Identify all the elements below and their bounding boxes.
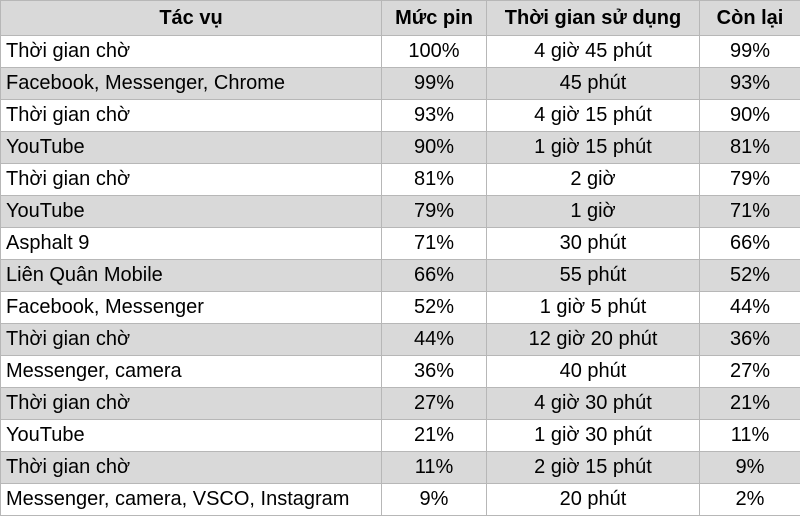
cell-battery-level: 27% [381, 387, 487, 420]
cell-battery-level: 66% [381, 259, 487, 292]
cell-task: Thời gian chờ [0, 387, 382, 420]
cell-remaining: 36% [699, 323, 800, 356]
cell-battery-level: 93% [381, 99, 487, 132]
cell-remaining: 11% [699, 419, 800, 452]
cell-task: YouTube [0, 195, 382, 228]
cell-task: Messenger, camera, VSCO, Instagram [0, 483, 382, 516]
header-battery-level: Mức pin [381, 0, 487, 36]
cell-battery-level: 44% [381, 323, 487, 356]
cell-usage-time: 4 giờ 30 phút [486, 387, 700, 420]
cell-remaining: 2% [699, 483, 800, 516]
cell-usage-time: 12 giờ 20 phút [486, 323, 700, 356]
cell-battery-level: 36% [381, 355, 487, 388]
header-remaining: Còn lại [699, 0, 800, 36]
cell-remaining: 99% [699, 35, 800, 68]
cell-battery-level: 100% [381, 35, 487, 68]
table-row: Facebook, Messenger, Chrome 99% 45 phút … [0, 67, 800, 100]
table-row: Messenger, camera, VSCO, Instagram 9% 20… [0, 483, 800, 516]
cell-task: YouTube [0, 419, 382, 452]
table-row: YouTube 79% 1 giờ 71% [0, 195, 800, 228]
cell-usage-time: 1 giờ 15 phút [486, 131, 700, 164]
table-body: Thời gian chờ 100% 4 giờ 45 phút 99% Fac… [0, 35, 800, 516]
cell-task: Facebook, Messenger [0, 291, 382, 324]
table-row: Thời gian chờ 27% 4 giờ 30 phút 21% [0, 387, 800, 420]
cell-task: Messenger, camera [0, 355, 382, 388]
cell-usage-time: 2 giờ 15 phút [486, 451, 700, 484]
cell-remaining: 81% [699, 131, 800, 164]
cell-usage-time: 4 giờ 15 phút [486, 99, 700, 132]
cell-usage-time: 30 phút [486, 227, 700, 260]
header-task: Tác vụ [0, 0, 382, 36]
cell-usage-time: 1 giờ 30 phút [486, 419, 700, 452]
table-row: Thời gian chờ 100% 4 giờ 45 phút 99% [0, 35, 800, 68]
table-header: Tác vụ Mức pin Thời gian sử dụng Còn lại [0, 0, 800, 36]
cell-remaining: 44% [699, 291, 800, 324]
table-row: YouTube 90% 1 giờ 15 phút 81% [0, 131, 800, 164]
header-row: Tác vụ Mức pin Thời gian sử dụng Còn lại [0, 0, 800, 36]
cell-battery-level: 79% [381, 195, 487, 228]
table-row: Facebook, Messenger 52% 1 giờ 5 phút 44% [0, 291, 800, 324]
cell-task: Thời gian chờ [0, 451, 382, 484]
cell-usage-time: 40 phút [486, 355, 700, 388]
cell-usage-time: 1 giờ 5 phút [486, 291, 700, 324]
table-row: Thời gian chờ 93% 4 giờ 15 phút 90% [0, 99, 800, 132]
cell-battery-level: 71% [381, 227, 487, 260]
cell-remaining: 93% [699, 67, 800, 100]
table-row: YouTube 21% 1 giờ 30 phút 11% [0, 419, 800, 452]
cell-task: Asphalt 9 [0, 227, 382, 260]
cell-remaining: 21% [699, 387, 800, 420]
table-row: Thời gian chờ 11% 2 giờ 15 phút 9% [0, 451, 800, 484]
table-row: Thời gian chờ 81% 2 giờ 79% [0, 163, 800, 196]
cell-task: Facebook, Messenger, Chrome [0, 67, 382, 100]
cell-remaining: 71% [699, 195, 800, 228]
cell-battery-level: 9% [381, 483, 487, 516]
cell-usage-time: 2 giờ [486, 163, 700, 196]
cell-task: Thời gian chờ [0, 99, 382, 132]
cell-task: Thời gian chờ [0, 35, 382, 68]
cell-task: Liên Quân Mobile [0, 259, 382, 292]
cell-usage-time: 4 giờ 45 phút [486, 35, 700, 68]
cell-usage-time: 20 phút [486, 483, 700, 516]
header-usage-time: Thời gian sử dụng [486, 0, 700, 36]
cell-remaining: 52% [699, 259, 800, 292]
cell-battery-level: 21% [381, 419, 487, 452]
cell-task: YouTube [0, 131, 382, 164]
table-row: Asphalt 9 71% 30 phút 66% [0, 227, 800, 260]
cell-usage-time: 55 phút [486, 259, 700, 292]
cell-battery-level: 81% [381, 163, 487, 196]
cell-battery-level: 11% [381, 451, 487, 484]
table-row: Liên Quân Mobile 66% 55 phút 52% [0, 259, 800, 292]
cell-usage-time: 1 giờ [486, 195, 700, 228]
cell-usage-time: 45 phút [486, 67, 700, 100]
cell-battery-level: 99% [381, 67, 487, 100]
cell-battery-level: 90% [381, 131, 487, 164]
cell-remaining: 27% [699, 355, 800, 388]
cell-remaining: 9% [699, 451, 800, 484]
cell-remaining: 66% [699, 227, 800, 260]
cell-remaining: 90% [699, 99, 800, 132]
table-row: Messenger, camera 36% 40 phút 27% [0, 355, 800, 388]
cell-task: Thời gian chờ [0, 323, 382, 356]
table-row: Thời gian chờ 44% 12 giờ 20 phút 36% [0, 323, 800, 356]
cell-battery-level: 52% [381, 291, 487, 324]
cell-task: Thời gian chờ [0, 163, 382, 196]
cell-remaining: 79% [699, 163, 800, 196]
